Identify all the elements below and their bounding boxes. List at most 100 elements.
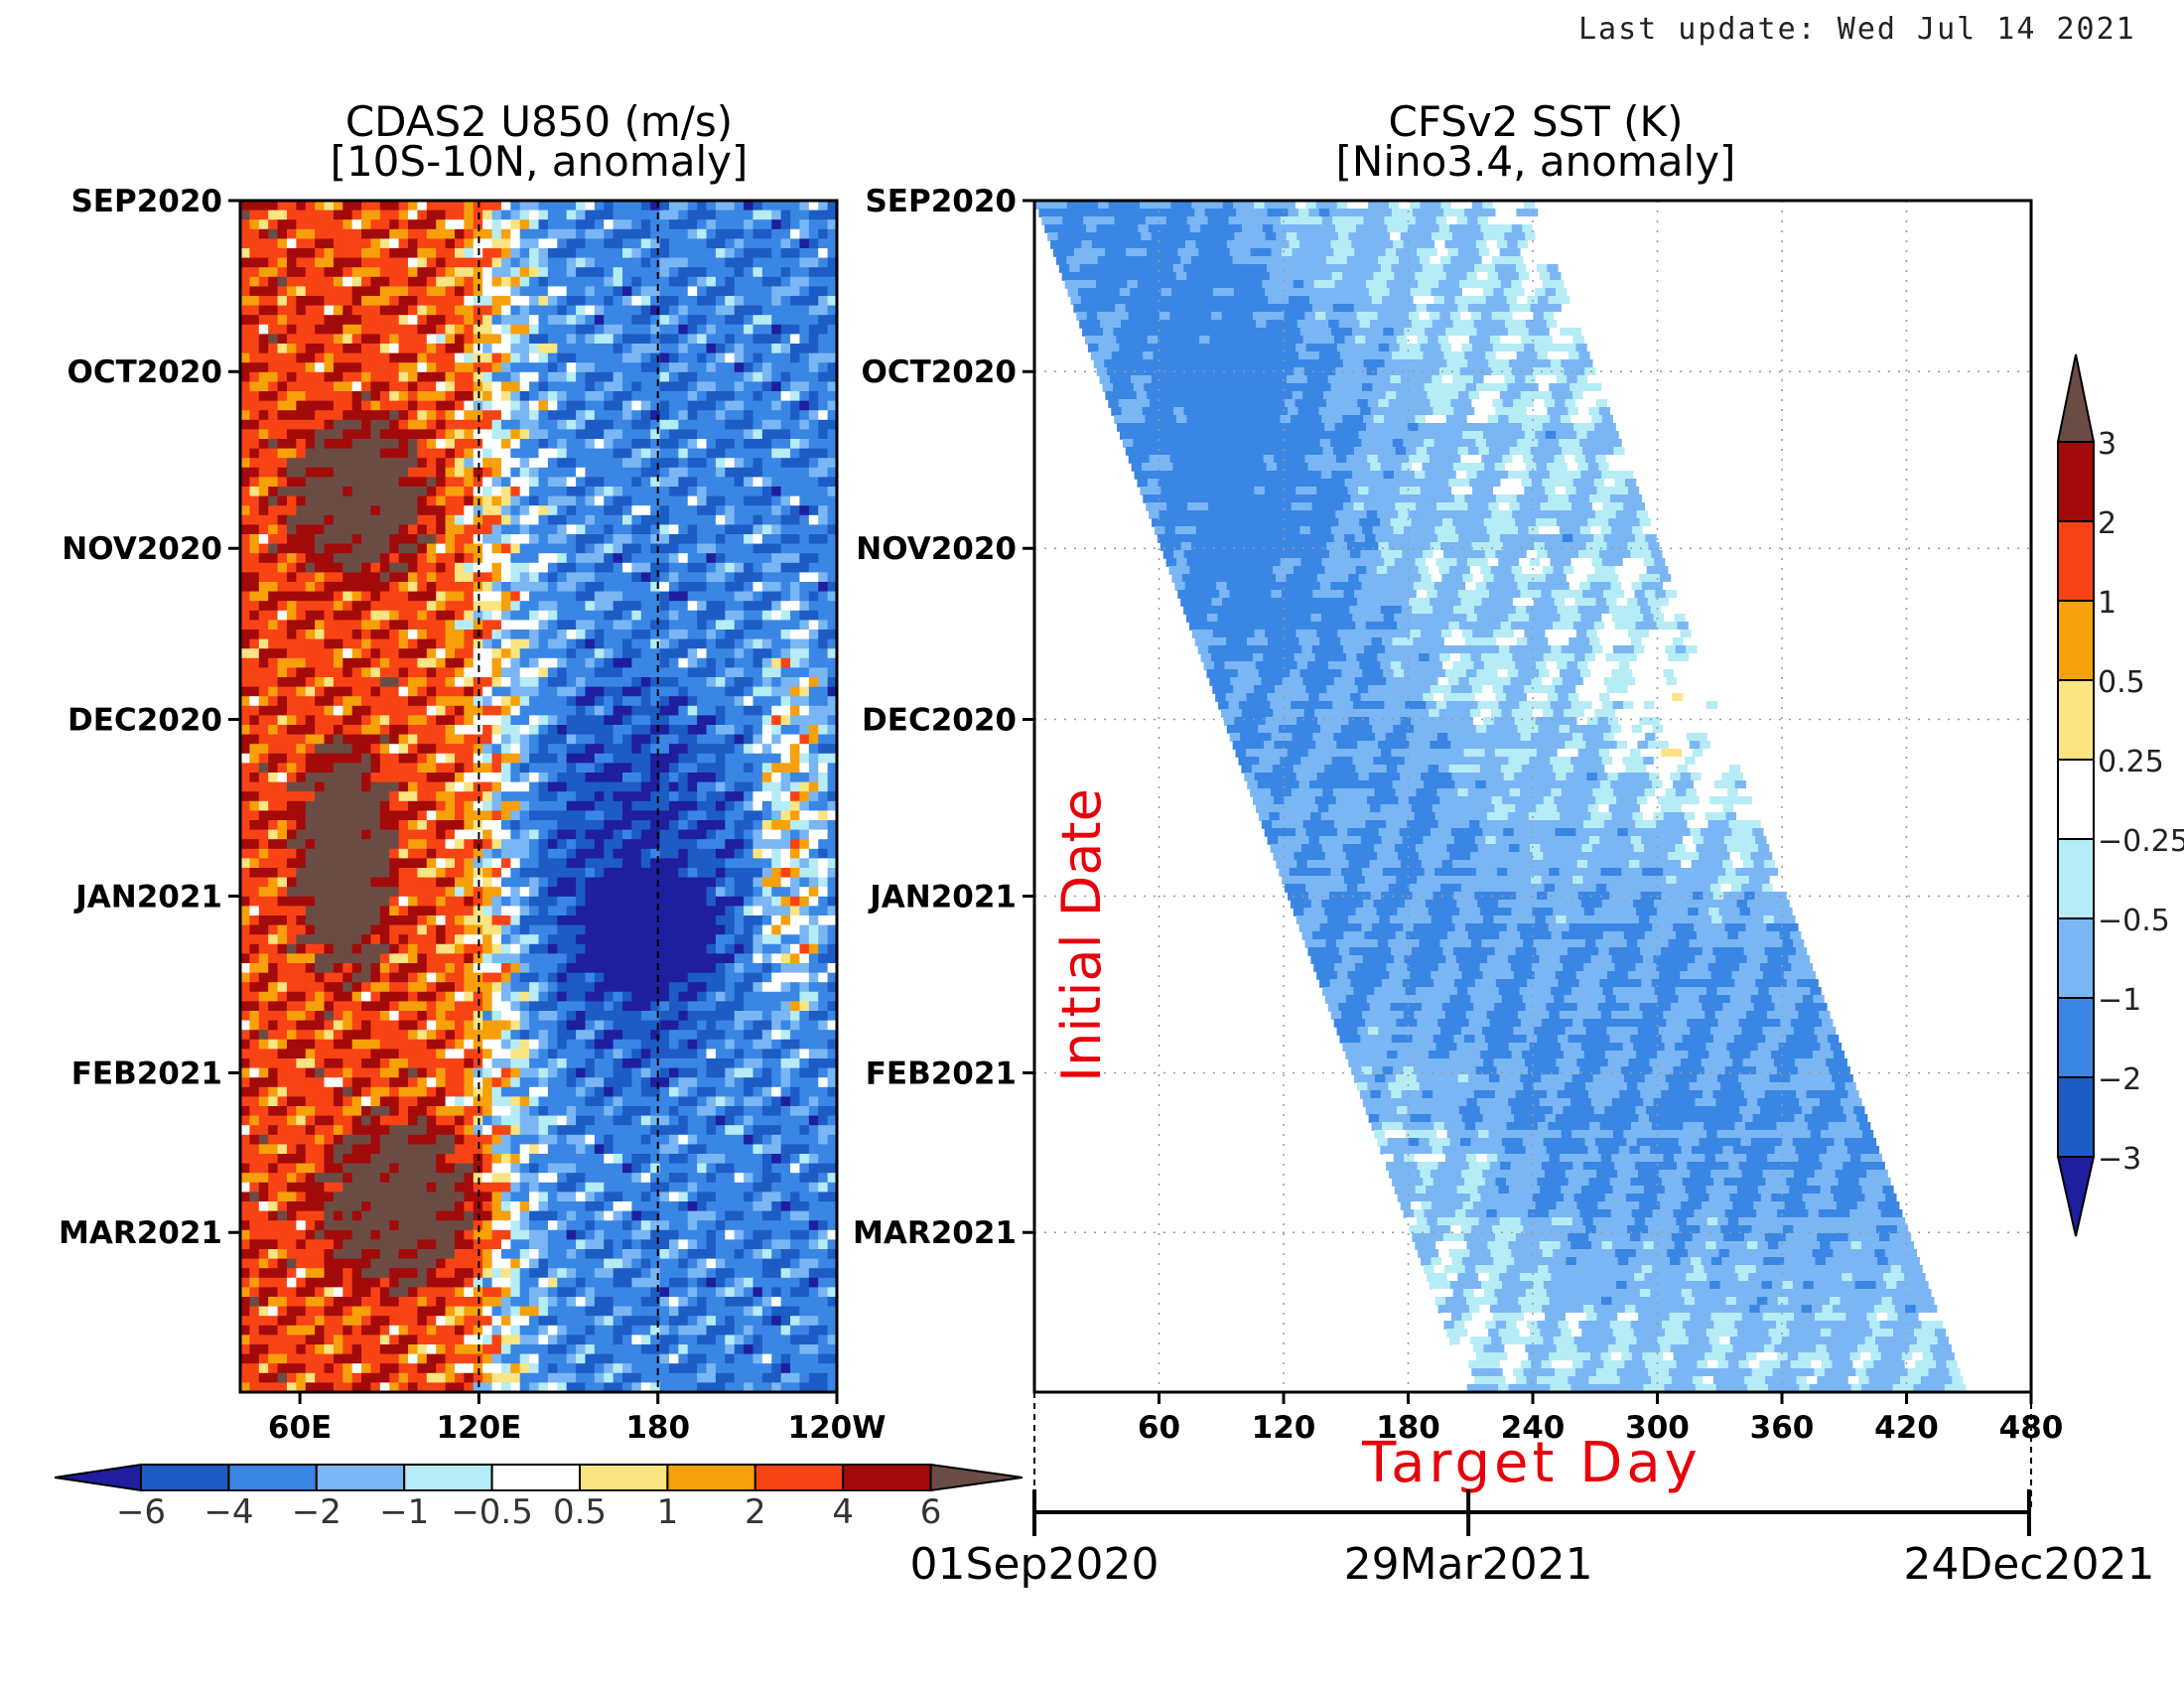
u850-cell bbox=[324, 696, 335, 707]
u850-cell bbox=[398, 810, 409, 821]
u850-cell bbox=[668, 534, 680, 545]
u850-cell bbox=[678, 877, 689, 888]
u850-cell bbox=[240, 868, 251, 879]
u850-cell bbox=[491, 753, 502, 765]
u850-cell bbox=[500, 734, 512, 745]
u850-cell bbox=[827, 543, 837, 554]
u850-cell bbox=[268, 534, 279, 545]
u850-cell bbox=[482, 877, 493, 888]
u850-cell bbox=[744, 296, 754, 307]
u850-cell bbox=[734, 344, 745, 354]
u850-cell bbox=[519, 620, 530, 631]
u850-cell bbox=[286, 286, 298, 297]
u850-cell bbox=[640, 744, 651, 755]
u850-cell bbox=[408, 868, 419, 879]
u850-cell bbox=[379, 371, 390, 383]
u850-cell bbox=[594, 210, 605, 220]
u850-cell bbox=[529, 201, 540, 211]
u850-cell bbox=[482, 267, 493, 278]
u850-cell bbox=[790, 800, 801, 812]
u850-cell bbox=[725, 534, 736, 545]
u850-cell bbox=[687, 868, 698, 879]
u850-cell bbox=[604, 305, 614, 316]
u850-cell bbox=[650, 924, 661, 935]
u850-cell bbox=[780, 829, 791, 840]
u850-cell bbox=[631, 725, 642, 736]
u850-cell bbox=[640, 906, 651, 916]
u850-cell bbox=[286, 371, 298, 383]
u850-cell bbox=[473, 858, 483, 869]
u850-cell bbox=[790, 753, 801, 765]
u850-cell bbox=[426, 887, 437, 898]
u850-cell bbox=[640, 315, 651, 326]
u850-cell bbox=[715, 848, 727, 860]
u850-cell bbox=[426, 601, 437, 612]
u850-cell bbox=[566, 324, 577, 336]
u850-cell bbox=[744, 591, 754, 602]
u850-cell bbox=[557, 677, 568, 688]
u850-cell bbox=[585, 410, 596, 421]
u850-cell bbox=[799, 630, 810, 640]
u850-cell bbox=[324, 524, 335, 535]
u850-cell bbox=[678, 257, 689, 268]
u850-cell bbox=[398, 362, 409, 373]
u850-cell bbox=[697, 582, 708, 593]
u850-cell bbox=[640, 419, 651, 431]
u850-cell bbox=[510, 696, 521, 707]
u850-cell bbox=[631, 582, 642, 593]
u850-cell bbox=[268, 934, 279, 945]
u850-cell bbox=[538, 534, 549, 545]
u850-cell bbox=[436, 210, 447, 220]
u850-cell bbox=[454, 543, 466, 554]
u850-cell bbox=[454, 210, 466, 220]
u850-cell bbox=[491, 553, 502, 564]
u850-cell bbox=[576, 620, 587, 631]
u850-cell bbox=[622, 219, 633, 230]
u850-cell bbox=[500, 543, 512, 554]
u850-cell bbox=[510, 400, 521, 411]
u850-cell bbox=[296, 248, 307, 259]
u850-cell bbox=[715, 763, 727, 774]
u850-cell bbox=[808, 238, 819, 249]
u850-cell bbox=[333, 725, 343, 736]
u850-cell bbox=[650, 219, 661, 230]
u850-cell bbox=[436, 524, 447, 535]
u850-cell bbox=[725, 829, 736, 840]
u850-cell bbox=[780, 267, 791, 278]
u850-cell bbox=[790, 248, 801, 259]
u850-cell bbox=[678, 524, 689, 535]
u850-cell bbox=[715, 477, 727, 488]
u850-cell bbox=[519, 657, 530, 669]
u850-cell bbox=[529, 391, 540, 402]
u850-cell bbox=[277, 773, 288, 783]
u850-cell bbox=[249, 228, 260, 240]
u850-cell bbox=[752, 657, 763, 669]
u850-cell bbox=[519, 315, 530, 326]
u850-cell bbox=[500, 696, 512, 707]
u850-cell bbox=[417, 715, 428, 726]
u850-cell bbox=[379, 305, 390, 316]
u850-cell bbox=[594, 477, 605, 488]
u850-cell bbox=[761, 553, 772, 564]
u850-cell bbox=[604, 763, 614, 774]
u850-cell bbox=[324, 477, 335, 488]
u850-cell bbox=[761, 477, 772, 488]
u850-cell bbox=[268, 715, 279, 726]
u850-cell bbox=[799, 334, 810, 345]
u850-cell bbox=[594, 934, 605, 945]
u850-cell bbox=[734, 582, 745, 593]
u850-cell bbox=[827, 286, 837, 297]
u850-cell bbox=[519, 352, 530, 363]
u850-cell bbox=[734, 677, 745, 688]
u850-cell bbox=[249, 725, 260, 736]
u850-cell bbox=[379, 810, 390, 821]
u850-cell bbox=[622, 305, 633, 316]
u850-cell bbox=[286, 725, 298, 736]
u850-cell bbox=[808, 705, 819, 717]
u850-cell bbox=[734, 305, 745, 316]
u850-cell bbox=[780, 362, 791, 373]
u850-cell bbox=[613, 610, 623, 622]
u850-cell bbox=[752, 324, 763, 336]
u850-cell bbox=[333, 400, 343, 411]
u850-cell bbox=[818, 620, 829, 631]
